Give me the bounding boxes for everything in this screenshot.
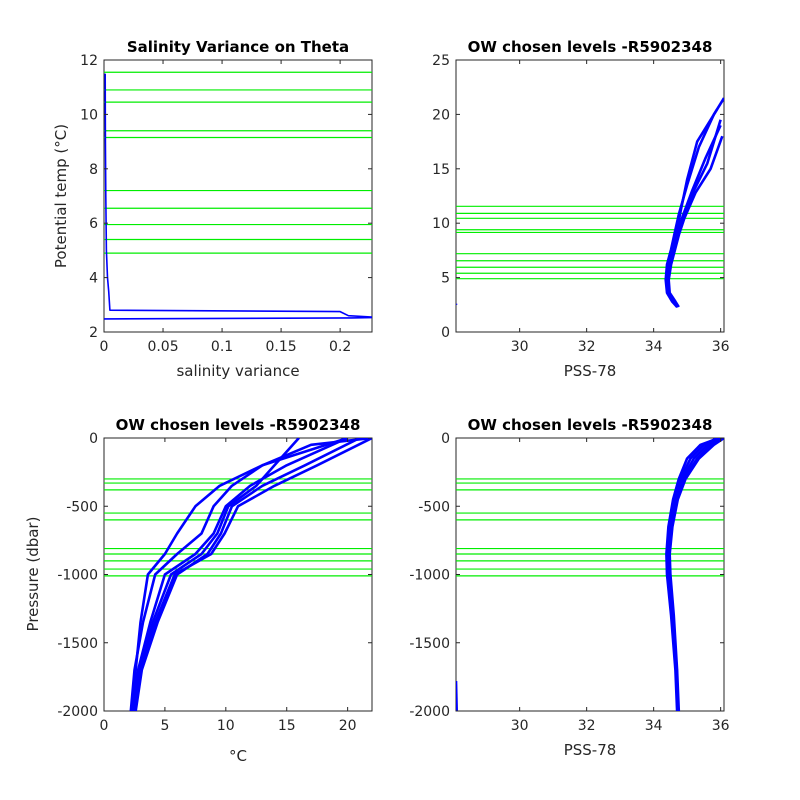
- chart-title: OW chosen levels -R5902348: [468, 416, 713, 434]
- plot-area: 30 32 34 36 0 5 10 15 20 25: [432, 53, 729, 355]
- panel-temperature-pressure: 0 5 10 15 20 -2000 -1500 -1000 -500 0 OW chosen l…: [24, 416, 373, 765]
- y-tick-label: -500: [66, 499, 98, 515]
- x-tick-label: 32: [578, 339, 596, 355]
- x-axis-label: °C: [229, 747, 247, 765]
- y-tick-label: 10: [80, 107, 98, 123]
- profile-trace: [665, 438, 718, 711]
- x-tick-label: 0.05: [147, 339, 178, 355]
- y-tick-label: -2000: [57, 704, 98, 720]
- x-tick-label: 32: [578, 718, 596, 734]
- plot-frame: [103, 59, 373, 333]
- profile-trace: [456, 680, 458, 711]
- chart-title: OW chosen levels -R5902348: [468, 38, 713, 56]
- chart-title: OW chosen levels -R5902348: [116, 416, 361, 434]
- traces: [456, 438, 724, 711]
- y-tick-label: -1500: [409, 636, 450, 652]
- x-tick-label: 30: [511, 718, 529, 734]
- y-tick-label: 10: [432, 216, 450, 232]
- traces: [456, 97, 724, 308]
- profile-trace: [131, 438, 372, 711]
- profile-trace: [130, 438, 348, 711]
- x-tick-label: 30: [511, 339, 529, 355]
- y-tick-label: 25: [432, 53, 450, 69]
- x-tick-label: 0.15: [266, 339, 297, 355]
- y-axis-label: Pressure (dbar): [24, 517, 42, 632]
- y-tick-label: -2000: [409, 704, 450, 720]
- profile-trace: [134, 438, 361, 711]
- y-tick-label: 8: [89, 162, 98, 178]
- plot-area: 0 0.05 0.1 0.15 0.2 2 4 6 8 10 12: [80, 53, 372, 355]
- x-tick-label: 15: [278, 718, 296, 734]
- y-tick-label: 0: [441, 431, 450, 447]
- y-tick-label: 6: [89, 216, 98, 232]
- profile-trace: [104, 316, 372, 320]
- plot-area: 30 32 34 36 -2000 -1500 -1000 -500 0: [409, 431, 729, 734]
- profile-trace: [665, 108, 719, 308]
- x-tick-label: 10: [217, 718, 235, 734]
- y-tick-label: 0: [89, 431, 98, 447]
- x-tick-label: 0: [100, 339, 109, 355]
- plot-frame: [455, 59, 725, 333]
- y-tick-label: -1000: [57, 568, 98, 584]
- chart-title: Salinity Variance on Theta: [127, 38, 349, 56]
- y-tick-label: 2: [89, 325, 98, 341]
- x-tick-label: 20: [339, 718, 357, 734]
- x-axis-label: PSS-78: [564, 741, 617, 759]
- profile-trace: [131, 438, 349, 711]
- x-tick-label: 0.1: [211, 339, 233, 355]
- x-tick-label: 34: [645, 718, 663, 734]
- y-tick-label: -1000: [409, 568, 450, 584]
- x-axis-label: PSS-78: [564, 362, 617, 380]
- y-tick-label: 12: [80, 53, 98, 69]
- x-tick-label: 5: [160, 718, 169, 734]
- y-tick-label: 4: [89, 271, 98, 287]
- y-tick-label: -500: [418, 499, 450, 515]
- plot-area: 0 5 10 15 20 -2000 -1500 -1000 -500 0: [57, 431, 372, 734]
- x-tick-label: 36: [712, 718, 730, 734]
- x-axis-label: salinity variance: [176, 362, 299, 380]
- y-tick-label: 0: [441, 325, 450, 341]
- panel-salinity-pressure: 30 32 34 36 -2000 -1500 -1000 -500 0 OW chosen l…: [409, 416, 729, 759]
- panel-salinity-variance: 0 0.05 0.1 0.15 0.2 2 4 6 8 10 12 Salinity Varianc…: [52, 38, 373, 380]
- y-tick-label: 5: [441, 271, 450, 287]
- y-tick-label: 15: [432, 162, 450, 178]
- y-tick-label: 20: [432, 107, 450, 123]
- x-tick-label: 0: [100, 718, 109, 734]
- y-axis-label: Potential temp (°C): [52, 124, 70, 268]
- panel-theta-salinity: 30 32 34 36 0 5 10 15 20 25 OW chosen levels -R59…: [432, 38, 729, 380]
- traces: [104, 438, 372, 711]
- x-tick-label: 36: [712, 339, 730, 355]
- y-tick-label: -1500: [57, 636, 98, 652]
- x-tick-label: 34: [645, 339, 663, 355]
- x-tick-label: 0.2: [329, 339, 351, 355]
